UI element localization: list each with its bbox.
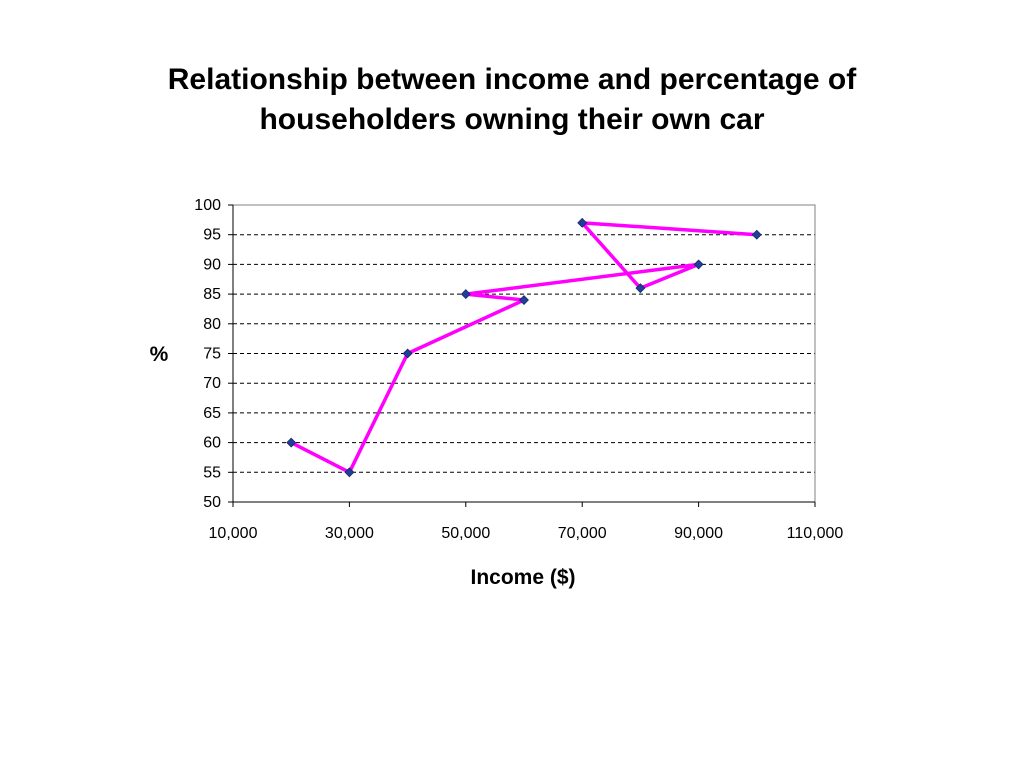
gridlines (233, 234, 815, 473)
data-point (751, 229, 762, 240)
x-tick-label: 30,000 (325, 525, 374, 542)
y-tick-label: 80 (203, 316, 221, 333)
slide-title-line-1: Relationship between income and percenta… (167, 63, 857, 96)
data-point (693, 259, 704, 270)
x-tick-label: 10,000 (209, 525, 258, 542)
data-point (635, 283, 646, 294)
x-axis-title: Income ($) (470, 566, 575, 589)
y-tick-label: 100 (194, 197, 221, 214)
y-tick-label: 75 (203, 346, 221, 363)
slide-title: Relationship between income and percenta… (62, 60, 962, 140)
data-point (286, 437, 297, 448)
marker-layer (286, 217, 762, 478)
y-tick-labels: 50 55 60 65 70 75 80 85 90 95 100 (194, 197, 221, 511)
data-point (402, 348, 413, 359)
y-axis-title: % (150, 343, 169, 366)
data-point (577, 217, 588, 228)
y-tick-label: 95 (203, 227, 221, 244)
y-tick-label: 85 (203, 286, 221, 303)
axes (228, 204, 816, 507)
x-tick-label: 70,000 (558, 525, 607, 542)
y-tick-label: 90 (203, 256, 221, 273)
y-tick-label: 65 (203, 405, 221, 422)
y-tick-label: 55 (203, 464, 221, 481)
x-tick-label: 90,000 (674, 525, 723, 542)
x-tick-label: 50,000 (441, 525, 490, 542)
data-point (519, 295, 529, 305)
slide-title-line-2: householders owning their own car (259, 103, 765, 136)
data-point (460, 289, 471, 300)
overlay-trend-line (290, 221, 757, 475)
y-tick-label: 50 (203, 494, 221, 511)
overlay-line-layer (290, 221, 757, 475)
x-tick-label: 110,000 (787, 525, 844, 542)
y-tick-label: 70 (203, 375, 221, 392)
y-tick-label: 60 (203, 435, 221, 452)
x-tick-labels: 10,000 30,000 50,000 70,000 90,000 110,000 (209, 525, 844, 542)
data-point (344, 467, 355, 478)
